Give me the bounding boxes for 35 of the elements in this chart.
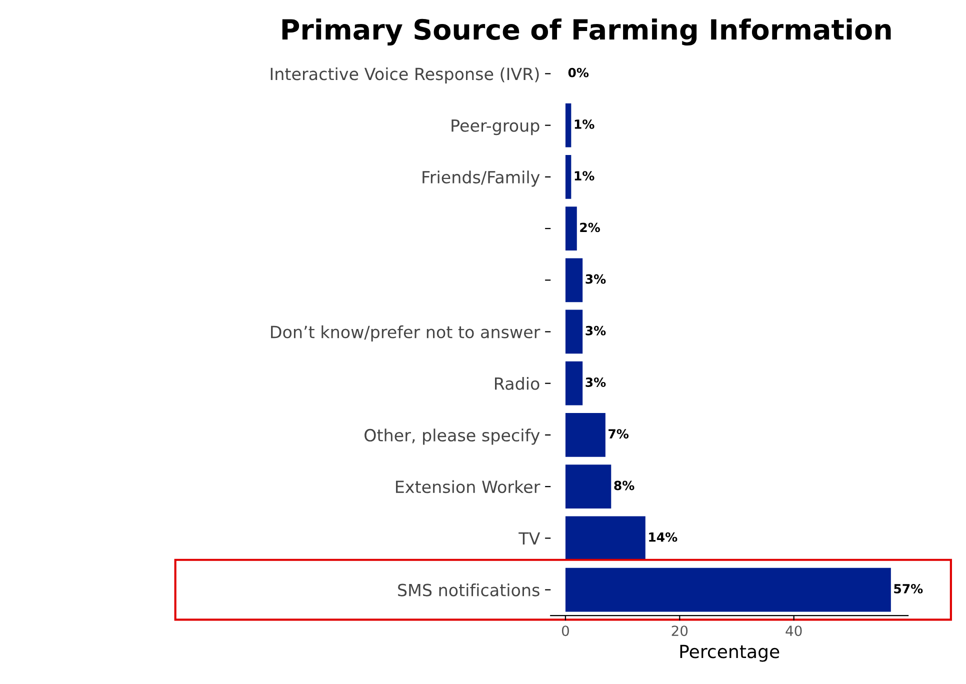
bar [565,568,891,612]
x-tick-label: 40 [786,626,802,636]
bar [565,206,577,250]
y-tick-label: TV [518,532,540,545]
y-tick-label: Other, please specify [364,428,540,445]
bar [565,154,572,199]
data-label: 3% [586,326,606,336]
data-label: 3% [586,274,606,284]
y-tick-label: SMS notifications [398,583,540,596]
chart-title: Primary Source of Farming Information [282,18,891,46]
y-tick-label: Interactive Voice Response (IVR) [270,67,539,84]
bar [565,103,572,148]
data-label: 57% [894,584,923,594]
bar [565,258,583,302]
bar [565,361,583,406]
data-label: 0% [568,68,589,78]
data-label: 2% [580,222,600,232]
bar [565,413,606,457]
bar [565,516,646,560]
x-tick-label: 20 [672,626,688,636]
x-tick-label: 0 [562,626,569,636]
data-label: 3% [586,378,606,387]
data-label: 8% [614,480,634,490]
data-label: 7% [608,429,629,439]
x-axis-title: Percentage [680,644,780,662]
data-label: 1% [574,119,594,129]
y-tick-label: Peer-group [452,119,540,136]
y-tick-label: Friends/Family [422,170,540,187]
data-label: 14% [649,532,678,542]
y-tick-label: Don’t know/prefer not to answer [271,325,540,342]
y-tick-label: Radio [495,377,540,390]
bar [565,464,612,509]
bar [565,310,583,354]
y-tick-label: Extension Worker [396,480,540,494]
data-label: 1% [574,171,594,181]
